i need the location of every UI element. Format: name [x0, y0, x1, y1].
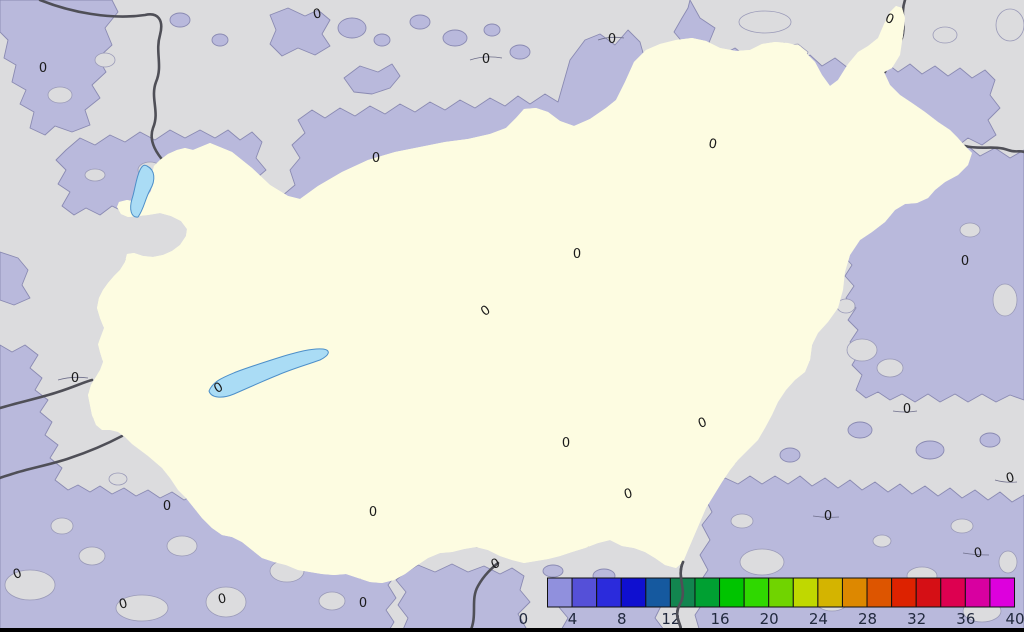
- lake-balaton: [208, 348, 329, 398]
- contour-label-zero: 0: [117, 596, 129, 613]
- border-over-legend: [675, 560, 685, 632]
- legend-color-box: [866, 577, 893, 608]
- legend-color-box: [940, 577, 966, 608]
- legend-tick-label: 24: [809, 610, 828, 628]
- contour-label-zero: 0: [359, 596, 367, 611]
- contour-label-zero: 0: [372, 151, 380, 166]
- legend-color-box: [571, 577, 598, 608]
- contour-label-zero: 0: [903, 402, 911, 417]
- legend-tick-label: 4: [568, 610, 578, 628]
- legend-color-box: [596, 577, 622, 608]
- legend-tick-label: 0: [519, 610, 529, 628]
- legend-color-box: [547, 577, 573, 608]
- bottom-frame-line: [0, 628, 1024, 632]
- legend-color-box: [645, 577, 671, 608]
- legend-color-box: [891, 577, 917, 608]
- contour-label-zero: 0: [961, 254, 969, 269]
- legend-tick-label: 36: [956, 610, 975, 628]
- contour-label-zero: 0: [608, 32, 616, 47]
- legend-color-box: [841, 577, 868, 608]
- contour-label-zero: 0: [1004, 470, 1016, 487]
- lakes: [130, 164, 329, 398]
- legend-color-box: [768, 577, 794, 608]
- contour-label-zero: 0: [824, 509, 832, 524]
- contour-label-zero: 0: [369, 505, 377, 520]
- legend-tick-label: 28: [858, 610, 877, 628]
- legend-color-box: [743, 577, 770, 608]
- contour-label-zero: 0: [482, 52, 490, 67]
- contour-label-zero: 0: [217, 591, 228, 607]
- legend-tick-label: 20: [760, 610, 779, 628]
- legend-color-box: [792, 577, 819, 608]
- legend-tick-label: 40: [1005, 610, 1024, 628]
- contour-label-zero: 0: [39, 61, 47, 76]
- contour-label-zero: 0: [973, 545, 984, 561]
- lake-ferto: [130, 164, 155, 218]
- contour-label-zero: 0: [71, 371, 79, 386]
- contour-label-zero: 0: [163, 499, 171, 514]
- legend-color-box: [989, 577, 1016, 608]
- legend-color-box: [817, 577, 843, 608]
- contour-label-zero: 0: [573, 247, 581, 262]
- contour-label-zero: 0: [622, 486, 634, 503]
- legend-tick-label: 16: [710, 610, 729, 628]
- legend-tick-label: 8: [617, 610, 627, 628]
- legend-color-box: [620, 577, 647, 608]
- legend-color-box: [719, 577, 745, 608]
- contour-label-zero: 0: [707, 136, 718, 152]
- legend-color-box: [915, 577, 942, 608]
- contour-label-zero: 0: [562, 436, 570, 451]
- legend-color-box: [964, 577, 991, 608]
- legend-tick-label: 32: [907, 610, 926, 628]
- legend-color-box: [694, 577, 721, 608]
- legend-colorbar: 0 4 8 12 16 20 24 28 32 36 40: [519, 577, 1024, 628]
- contour-label-zero: 0: [312, 6, 323, 22]
- legend-tick-label: 12: [661, 610, 680, 628]
